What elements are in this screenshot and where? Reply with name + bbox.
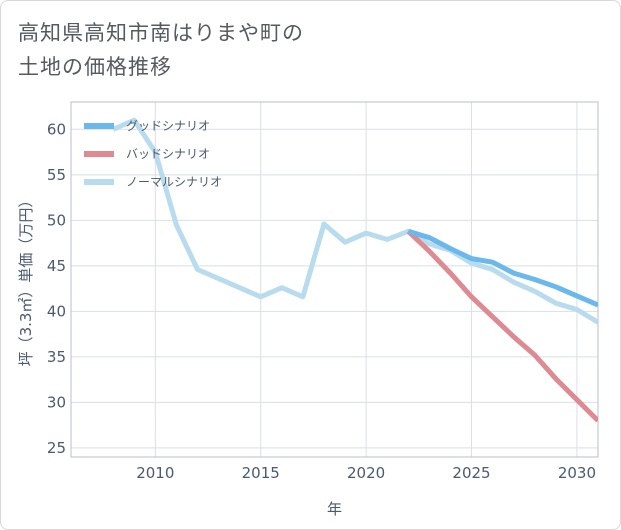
y-tick-label: 55 — [47, 166, 66, 184]
chart-title: 高知県高知市南はりまや町の 土地の価格推移 — [18, 16, 304, 84]
legend-label-1: バッドシナリオ — [126, 147, 210, 161]
y-tick-label: 25 — [47, 439, 66, 457]
legend-label-0: グッドシナリオ — [126, 119, 210, 133]
chart-title-line-2: 土地の価格推移 — [18, 55, 172, 79]
x-tick-label: 2015 — [242, 464, 280, 482]
x-axis-title: 年 — [327, 500, 342, 518]
y-tick-label: 35 — [47, 348, 66, 366]
y-tick-label: 30 — [47, 393, 66, 411]
x-axis-ticks: 2010 2015 2020 2025 2030 — [136, 464, 596, 482]
y-tick-label: 40 — [47, 302, 66, 320]
y-tick-label: 45 — [47, 257, 66, 275]
series-line-1 — [406, 229, 598, 423]
x-tick-label: 2030 — [558, 464, 596, 482]
y-tick-label: 50 — [47, 211, 66, 229]
y-axis-title: 坪（3.3㎡）単価（万円） — [17, 193, 35, 367]
chart-title-line-1: 高知県高知市南はりまや町の — [18, 21, 304, 45]
x-tick-label: 2010 — [136, 464, 174, 482]
grid — [71, 102, 598, 457]
x-tick-label: 2025 — [452, 464, 490, 482]
y-tick-label: 60 — [47, 120, 66, 138]
series-line-2 — [112, 117, 598, 325]
plot-area-border — [70, 101, 599, 458]
y-axis-ticks: 25 30 35 40 45 50 55 60 — [47, 120, 66, 457]
series-lines — [112, 117, 598, 423]
x-tick-label: 2020 — [347, 464, 385, 482]
series-line-0 — [407, 228, 598, 308]
legend-label-2: ノーマルシナリオ — [126, 175, 222, 189]
